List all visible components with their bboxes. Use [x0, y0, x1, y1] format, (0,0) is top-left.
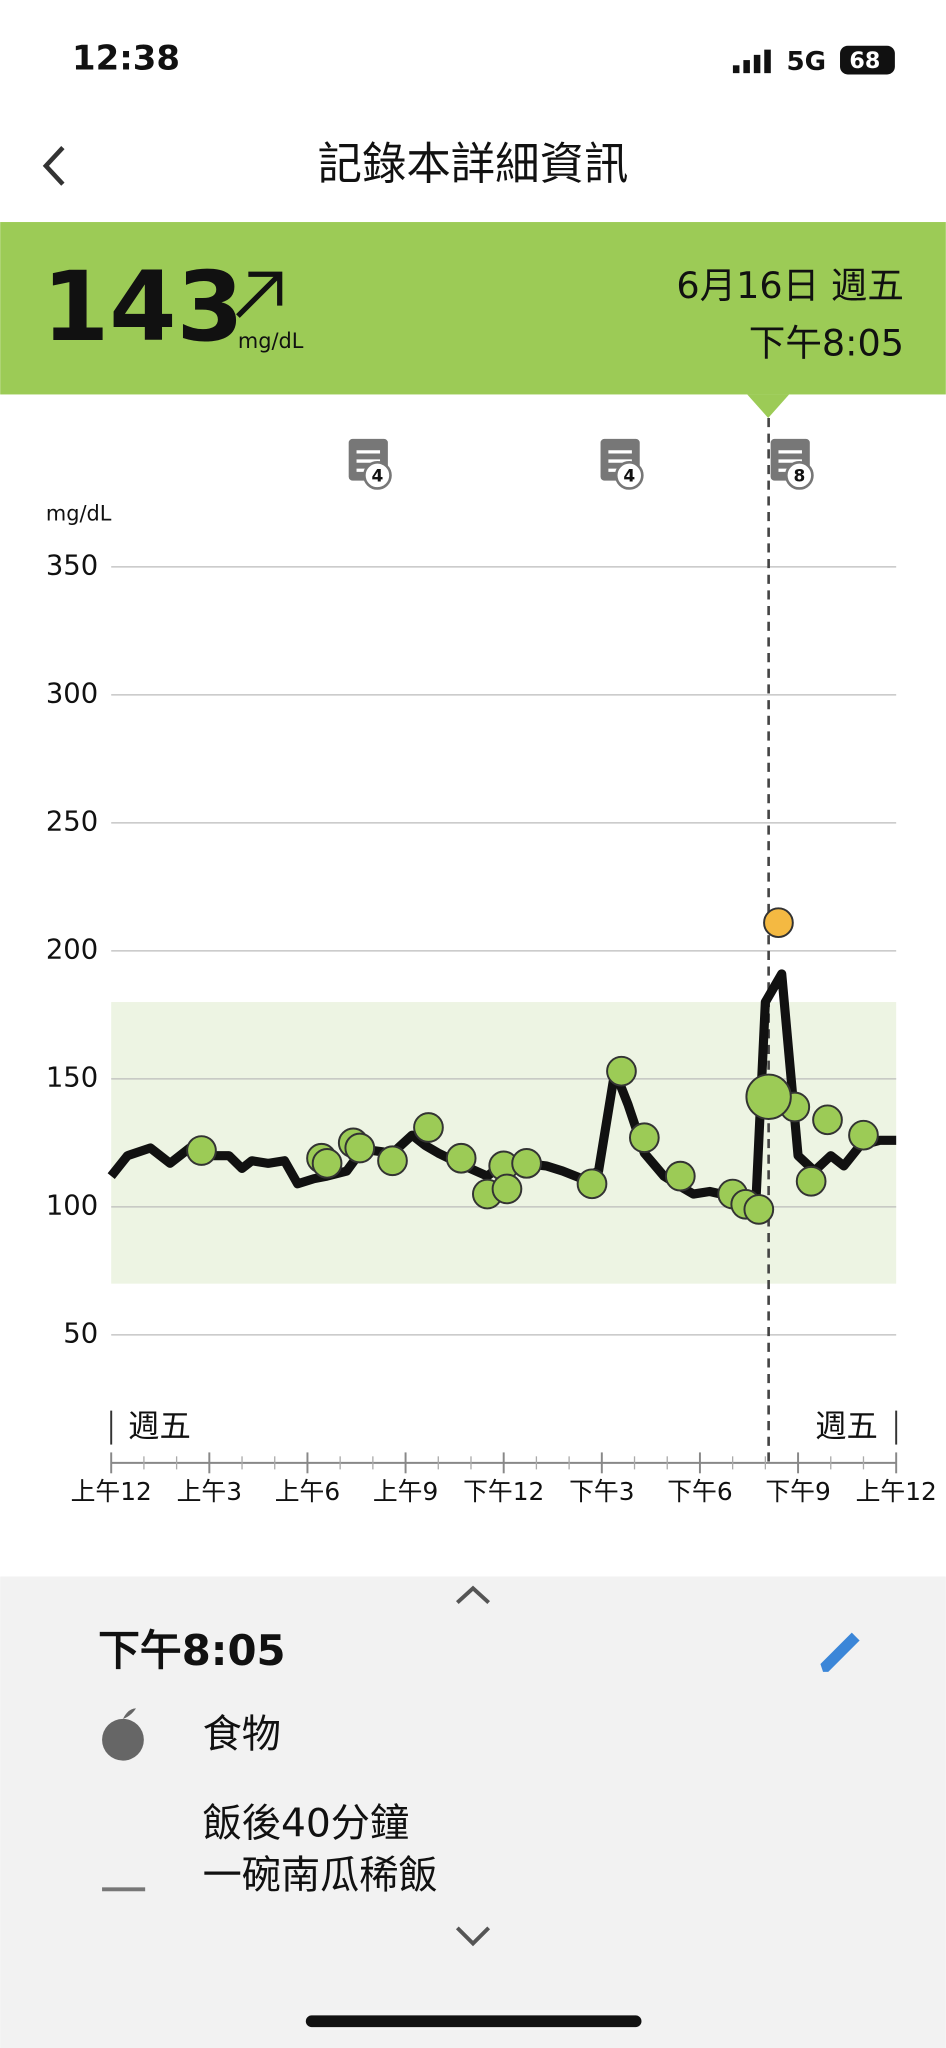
- y-tick-label: 350: [46, 550, 98, 581]
- x-tick-label: 上午6: [275, 1477, 340, 1506]
- note-count: 8: [793, 467, 805, 487]
- reading-point: [628, 1122, 660, 1154]
- reading-point: [377, 1145, 408, 1177]
- selected-point: [745, 1073, 792, 1120]
- high-point: [763, 907, 794, 939]
- chart: mg/dL 50 100 150 200 250 300 350 上午12 上午3 上午6 上午9 下午…: [46, 417, 937, 1506]
- note-badge: [614, 461, 644, 490]
- detail-category: 食物: [203, 1713, 281, 1758]
- reading-point: [664, 1160, 696, 1192]
- note-icon[interactable]: 4: [600, 438, 644, 490]
- network: 5G: [786, 47, 826, 77]
- day-label: 週五: [128, 1409, 191, 1445]
- y-tick-label: 50: [63, 1318, 98, 1349]
- x-tick-label: 上午12: [856, 1477, 937, 1506]
- y-tick-label: 300: [46, 678, 98, 709]
- reading-point: [743, 1194, 775, 1225]
- reading-point: [491, 1173, 523, 1205]
- trend-arrow: [236, 271, 283, 318]
- apple-icon: [102, 1708, 144, 1761]
- day-label: 週五: [815, 1409, 878, 1445]
- note-dash: [102, 1887, 146, 1892]
- reading-point: [606, 1055, 637, 1087]
- status-time: 12:38: [72, 39, 180, 79]
- reading-point: [511, 1147, 542, 1179]
- reading-time: 下午8:05: [749, 321, 904, 364]
- reading-point: [812, 1104, 843, 1136]
- note-badge: [784, 461, 814, 490]
- y-tick-label: 250: [46, 806, 98, 837]
- reading-point: [795, 1165, 827, 1197]
- note-count: 4: [623, 467, 635, 487]
- note-badge: [363, 461, 392, 490]
- y-tick-label: 150: [46, 1062, 98, 1093]
- expand-up[interactable]: [456, 1585, 490, 1605]
- reading-point: [445, 1142, 477, 1174]
- detail-time: 下午8:05: [98, 1626, 285, 1675]
- battery-level: 68: [849, 48, 880, 74]
- note-icon[interactable]: 8: [770, 438, 814, 490]
- y-axis-title: mg/dL: [46, 502, 112, 526]
- y-tick-label: 100: [46, 1190, 98, 1221]
- note-count: 4: [372, 467, 384, 487]
- signal-icon: [732, 49, 771, 74]
- reading-point: [576, 1168, 608, 1200]
- x-tick-label: 上午9: [373, 1477, 438, 1506]
- x-tick-label: 下午12: [463, 1477, 544, 1506]
- x-tick-label: 下午3: [569, 1477, 634, 1506]
- y-tick-label: 200: [46, 934, 98, 965]
- reading-point: [344, 1132, 376, 1164]
- battery-icon: [840, 45, 895, 75]
- back-button[interactable]: [42, 146, 65, 186]
- header-title: 記錄本詳細資訊: [318, 139, 629, 190]
- reading-date: 6月16日 週五: [676, 264, 904, 307]
- reading-banner: [0, 222, 946, 395]
- reading-point: [413, 1112, 444, 1143]
- home-indicator: [305, 2015, 642, 2028]
- x-tick-label: 上午12: [71, 1477, 152, 1506]
- reading-unit: mg/dL: [238, 329, 304, 353]
- expand-down[interactable]: [455, 1926, 491, 1947]
- banner-pointer: [747, 394, 790, 418]
- reading-point: [848, 1119, 879, 1151]
- reading-value: 143: [42, 250, 244, 363]
- detail-note-line: 一碗南瓜稀飯: [203, 1854, 438, 1899]
- reading-point: [186, 1135, 217, 1166]
- target-range: [111, 1002, 897, 1284]
- x-tick-label: 下午6: [667, 1477, 732, 1506]
- x-tick-label: 上午3: [177, 1477, 242, 1506]
- note-icon[interactable]: 4: [348, 438, 392, 490]
- reading-point: [311, 1147, 343, 1179]
- x-tick-label: 下午9: [765, 1477, 830, 1506]
- edit-button[interactable]: [820, 1632, 860, 1672]
- detail-panel: [0, 1576, 946, 2048]
- detail-note-line: 飯後40分鐘: [203, 1801, 410, 1846]
